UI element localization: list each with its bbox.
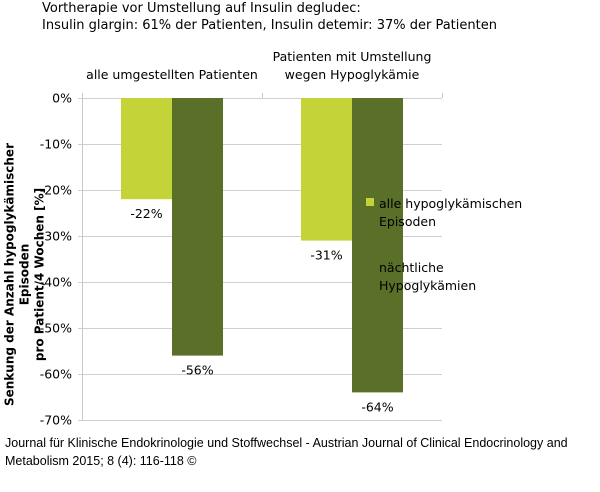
source-footer: Journal für Klinische Endokrinologie und… [5, 436, 568, 468]
data-label: -31% [310, 248, 342, 263]
bar-1-2 [301, 98, 352, 241]
y-tick-label: -10% [40, 137, 72, 152]
y-tick-label: -20% [40, 183, 72, 198]
category-label-1-line-1: alle umgestellten Patienten [86, 67, 258, 82]
y-tick-label: -60% [40, 367, 72, 382]
bar-2-2 [352, 98, 403, 393]
y-tick-label: -70% [40, 413, 72, 428]
category-label-2: Patienten mit Umstellung wegen Hypoglykä… [262, 48, 442, 84]
legend-label: nächtliche [379, 260, 444, 275]
y-tick-label: -30% [40, 229, 72, 244]
bar-1-1 [121, 98, 172, 200]
category-label-2-line-2: wegen Hypoglykämie [284, 67, 420, 82]
y-tick-label: -40% [40, 275, 72, 290]
data-label: -64% [361, 399, 393, 414]
legend-label: Episoden [379, 214, 436, 229]
y-tick-label: 0% [52, 91, 72, 106]
category-label-2-line-1: Patienten mit Umstellung [272, 49, 432, 64]
legend-label: alle hypoglykämischen [379, 196, 522, 211]
data-label: -56% [181, 363, 213, 378]
chart-title-line-1: Vortherapie vor Umstellung auf Insulin d… [42, 1, 361, 16]
legend-label: Hypoglykämien [379, 278, 476, 293]
chart-title-line-2: Insulin glargin: 61% der Patienten, Insu… [42, 18, 497, 33]
legend-swatch [366, 262, 374, 270]
data-label: -22% [130, 206, 162, 221]
legend-swatch [366, 198, 374, 206]
category-label-1: alle umgestellten Patienten [82, 66, 262, 84]
y-tick-label: -50% [40, 321, 72, 336]
bar-2-1 [172, 98, 223, 356]
